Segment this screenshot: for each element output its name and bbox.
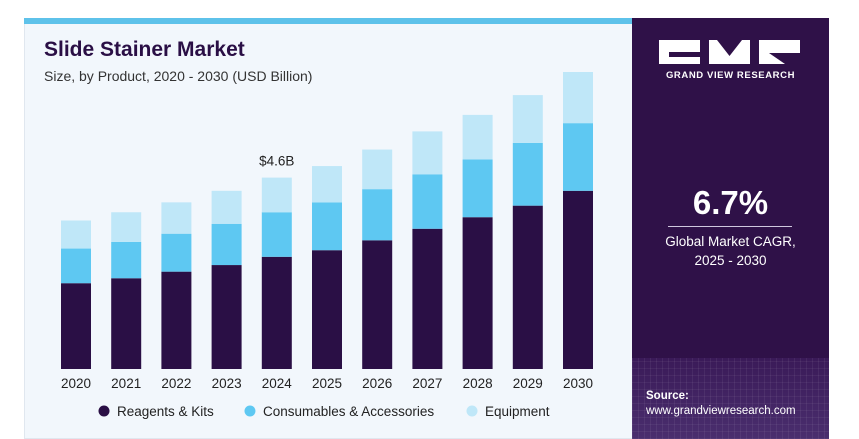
bar-reagents-kits-2030	[563, 190, 593, 369]
legend-label: Reagents & Kits	[117, 404, 214, 419]
legend-marker-consumables-accessories	[244, 405, 256, 417]
cagr-label-line2: 2025 - 2030	[694, 253, 767, 268]
bar-reagents-kits-2021	[111, 278, 142, 369]
bar-equipment-2026	[362, 149, 393, 190]
bar-consumables-accessories-2026	[362, 189, 393, 241]
bar-consumables-accessories-2030	[563, 123, 593, 191]
grand-view-research-logo	[659, 40, 800, 64]
bar-reagents-kits-2024	[261, 256, 292, 369]
bar-consumables-accessories-2020	[61, 248, 91, 284]
bar-equipment-2020	[61, 220, 91, 249]
bar-reagents-kits-2026	[362, 240, 393, 369]
bar-consumables-accessories-2025	[312, 202, 342, 251]
chart-title: Slide Stainer Market	[44, 38, 245, 61]
cagr-label-line1: Global Market CAGR,	[665, 234, 796, 249]
bar-equipment-2021	[111, 212, 142, 242]
x-tick-label: 2023	[212, 376, 242, 391]
bar-reagents-kits-2029	[512, 205, 543, 369]
brand-name: GRAND VIEW RESEARCH	[665, 70, 796, 81]
x-tick-label: 2029	[513, 376, 543, 391]
x-tick-label: 2021	[111, 376, 141, 391]
x-tick-label: 2020	[61, 376, 91, 391]
cagr-label: Global Market CAGR, 2025 - 2030	[632, 232, 829, 270]
cagr-value: 6.7%	[692, 184, 769, 221]
legend-marker-reagents-kits	[98, 405, 110, 417]
x-tick-label: 2025	[312, 376, 342, 391]
bar-equipment-2024	[261, 177, 292, 213]
bar-equipment-2028	[462, 114, 493, 160]
bar-consumables-accessories-2029	[512, 142, 543, 206]
x-tick-label: 2022	[161, 376, 191, 391]
bar-equipment-2027	[412, 131, 443, 175]
chart-subtitle: Size, by Product, 2020 - 2030 (USD Billi…	[44, 68, 313, 84]
bar-consumables-accessories-2022	[161, 233, 192, 272]
x-tick-label: 2024	[262, 376, 293, 391]
x-tick-label: 2026	[362, 376, 392, 391]
decorative-pattern	[632, 358, 829, 439]
cagr-divider	[668, 226, 792, 227]
bar-equipment-2022	[161, 202, 192, 234]
bar-reagents-kits-2022	[161, 271, 192, 369]
source-link[interactable]: www.grandviewresearch.com	[646, 405, 796, 417]
bar-equipment-2023	[211, 190, 242, 224]
bar-reagents-kits-2020	[61, 283, 91, 369]
legend-label: Consumables & Accessories	[263, 404, 434, 419]
bar-consumables-accessories-2027	[412, 174, 443, 229]
bar-equipment-2029	[512, 95, 543, 143]
bar-reagents-kits-2027	[412, 228, 443, 369]
x-tick-label: 2028	[463, 376, 493, 391]
bar-reagents-kits-2025	[312, 250, 342, 369]
bar-reagents-kits-2023	[211, 265, 242, 369]
bar-reagents-kits-2028	[462, 217, 493, 369]
legend-marker-equipment	[466, 405, 478, 417]
legend-label: Equipment	[485, 404, 550, 419]
bar-consumables-accessories-2021	[111, 241, 142, 279]
bar-consumables-accessories-2024	[261, 212, 292, 257]
bar-consumables-accessories-2028	[462, 159, 493, 218]
bar-equipment-2025	[312, 166, 342, 203]
x-tick-label: 2027	[412, 376, 442, 391]
source-label: Source:	[646, 390, 689, 402]
bar-equipment-2030	[563, 72, 593, 124]
accent-bar	[24, 18, 632, 24]
stacked-bar-chart: 2020 2021 2022 2023 2024 $4.6B 2025 2026 2027 202…	[61, 72, 593, 419]
bar-consumables-accessories-2023	[211, 223, 242, 266]
sidebar-panel: GRAND VIEW RESEARCH 6.7% Global Market C…	[632, 18, 829, 439]
data-label: $4.6B	[259, 154, 294, 169]
x-tick-label: 2030	[563, 376, 593, 391]
